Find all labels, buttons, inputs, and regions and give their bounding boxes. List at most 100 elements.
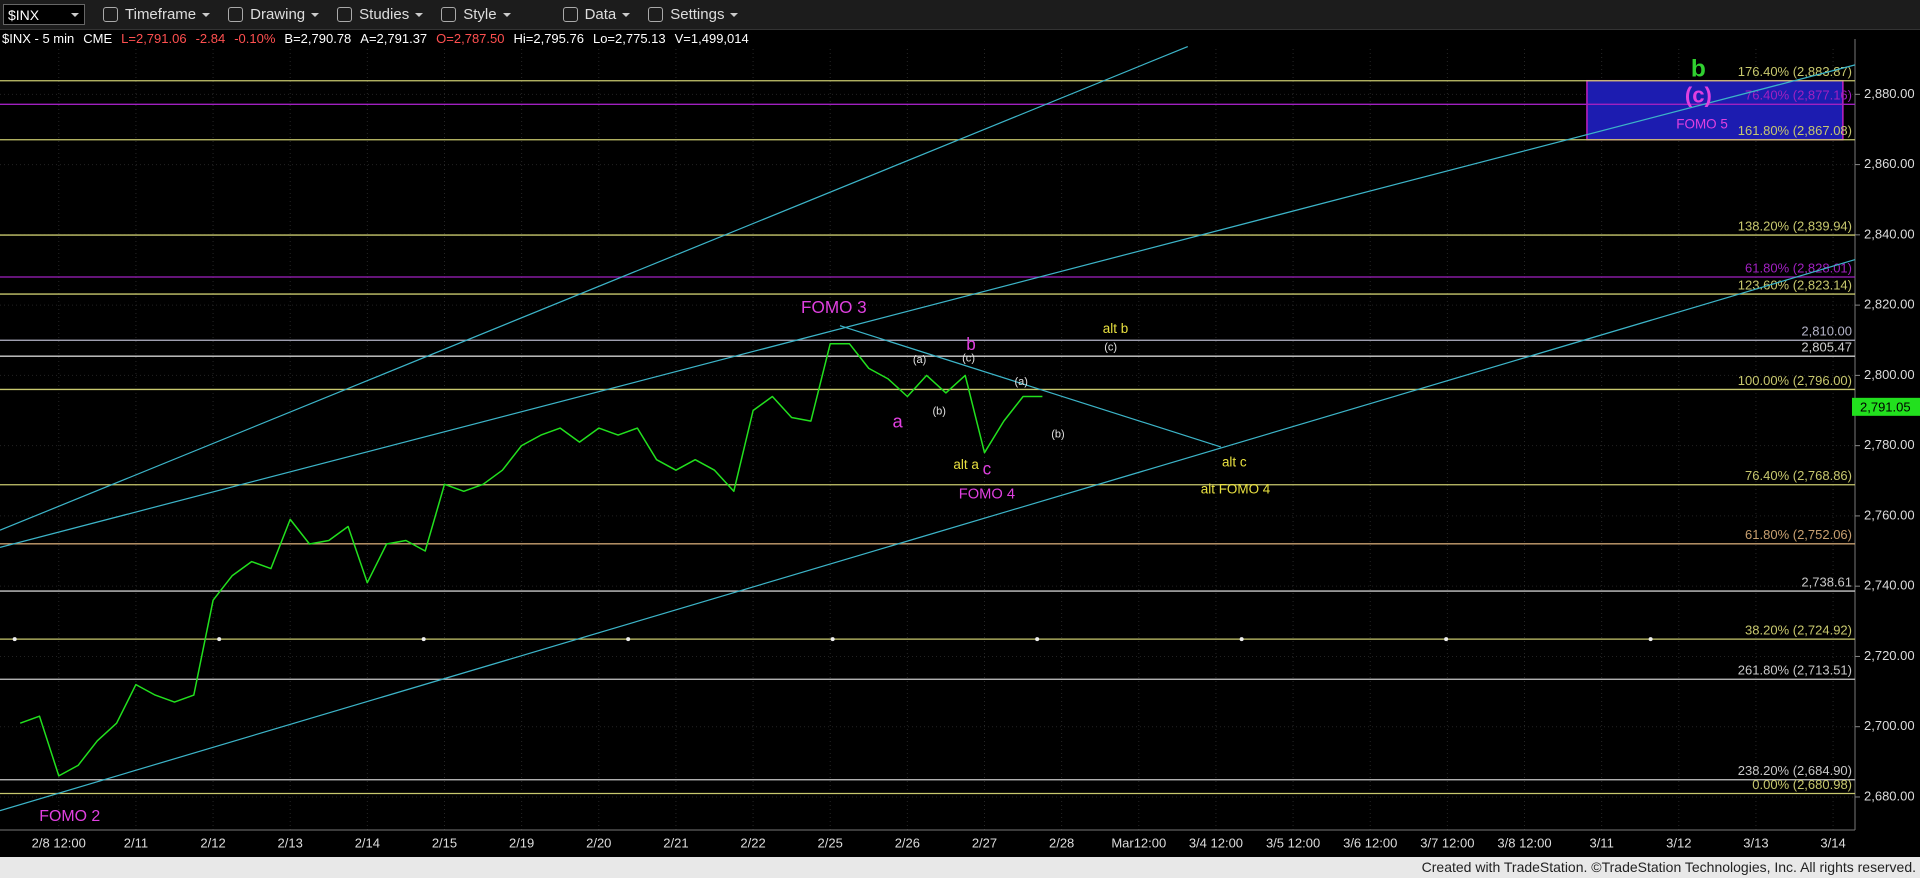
wave-label: alt FOMO 4	[1201, 481, 1271, 496]
level-label: 2,805.47	[1801, 340, 1852, 355]
channel-line	[0, 259, 1856, 812]
x-tick-label: Mar12:00	[1111, 835, 1166, 850]
menu-style[interactable]: Style	[441, 6, 511, 23]
quote-change: -2.84	[195, 31, 226, 46]
menu-settings[interactable]: Settings	[648, 6, 739, 23]
quote-volume: V=1,499,014	[674, 31, 749, 46]
wave-label: a	[892, 410, 903, 431]
last-price-box	[1852, 397, 1920, 416]
y-tick-label: 2,880.00	[1864, 86, 1915, 101]
wave-label: FOMO 2	[39, 808, 100, 825]
toolbar: $INX Timeframe Drawing Studies Style Dat…	[0, 0, 1920, 30]
y-tick-label: 2,800.00	[1864, 367, 1915, 382]
y-tick-label: 2,820.00	[1864, 297, 1915, 312]
wave-label: (a)	[1014, 376, 1027, 388]
x-tick-label: 3/5 12:00	[1266, 835, 1320, 850]
wave-label: FOMO 4	[959, 487, 1015, 503]
x-tick-label: 3/7 12:00	[1420, 835, 1474, 850]
target-zone	[1586, 79, 1844, 141]
wave-label: (c)	[1685, 83, 1712, 108]
x-tick-label: 2/22	[740, 835, 765, 850]
wave-label: (b)	[932, 405, 945, 417]
wave-label: b	[966, 334, 976, 354]
level-label: 61.80% (2,828.01)	[1745, 260, 1852, 275]
footer: Created with TradeStation. ©TradeStation…	[0, 857, 1920, 878]
x-tick-label: 3/13	[1743, 835, 1768, 850]
levels: 176.40% (2,883.87) 76.40% (2,877.16) 161.8…	[0, 64, 1855, 795]
level-dot	[12, 637, 17, 642]
level-label: 61.80% (2,752.06)	[1745, 527, 1852, 542]
x-tick-label: 2/28	[1049, 835, 1074, 850]
x-tick-label: 3/4 12:00	[1189, 835, 1243, 850]
price-line	[19, 343, 1043, 777]
x-tick-label: 2/14	[355, 835, 380, 850]
wave-label: FOMO 5	[1676, 116, 1728, 131]
x-tick-label: 2/13	[278, 835, 303, 850]
level-dot	[1239, 637, 1244, 642]
wave-label: c	[983, 459, 992, 479]
channel-line	[0, 64, 1856, 548]
last-price-label: 2,791.05	[1860, 399, 1911, 414]
menu-drawing[interactable]: Drawing	[228, 6, 320, 23]
level-label: 2,810.00	[1801, 324, 1852, 339]
wave-label: (a)	[913, 354, 926, 366]
trend-line	[839, 325, 1222, 448]
menu-data[interactable]: Data	[562, 6, 631, 23]
level-label: 76.40% (2,768.86)	[1745, 468, 1852, 483]
wave-label: alt a	[953, 457, 979, 472]
x-tick-label: 2/21	[663, 835, 688, 850]
x-tick-label: 2/20	[586, 835, 611, 850]
level-dot	[1648, 637, 1653, 642]
wave-label: FOMO 3	[801, 297, 867, 317]
quote-high: Hi=2,795.76	[513, 31, 584, 46]
x-tick-label: 2/8 12:00	[32, 835, 86, 850]
level-dot	[626, 637, 631, 642]
chart: 2,680.00 2,700.00 2,720.00 2,740.00 2,760.00…	[0, 39, 1920, 850]
x-tick-label: 3/12	[1666, 835, 1691, 850]
level-dot	[1444, 637, 1449, 642]
channel-lines	[0, 45, 1856, 812]
symbol-box[interactable]: $INX	[3, 4, 85, 25]
grid: 2,680.00 2,700.00 2,720.00 2,740.00 2,760.00…	[0, 39, 1915, 850]
x-tick-label: 3/6 12:00	[1343, 835, 1397, 850]
level-label: 238.20% (2,684.90)	[1738, 763, 1852, 778]
x-tick-label: 2/26	[895, 835, 920, 850]
marks: 2,791.05 FOMO 2 FOMO 3 a b c FOMO 4 (a) (b) (c) (a…	[19, 55, 1920, 825]
wave-label: (c)	[1104, 342, 1117, 354]
y-tick-label: 2,780.00	[1864, 437, 1915, 452]
wave-label: (b)	[1051, 429, 1064, 441]
quote-low: Lo=2,775.13	[592, 31, 666, 46]
level-label: 261.80% (2,713.51)	[1738, 663, 1852, 678]
level-label: 76.40% (2,877.16)	[1745, 88, 1852, 103]
level-label: 176.40% (2,883.87)	[1738, 64, 1852, 79]
quote-change-pct: -0.10%	[234, 31, 276, 46]
x-tick-label: 2/15	[432, 835, 457, 850]
x-tick-label: 2/11	[124, 835, 148, 850]
quote-symbol: $INX - 5 min	[2, 31, 75, 46]
x-tick-label: 2/27	[972, 835, 997, 850]
level-dot	[217, 637, 222, 642]
quote-last: L=2,791.06	[121, 31, 187, 46]
y-tick-label: 2,720.00	[1864, 648, 1915, 663]
level-label: 100.00% (2,796.00)	[1738, 373, 1852, 388]
wave-label: alt c	[1222, 454, 1247, 469]
level-label: 161.80% (2,867.08)	[1738, 123, 1852, 138]
y-tick-label: 2,840.00	[1864, 226, 1915, 241]
level-dot	[421, 637, 426, 642]
quote-line: $INX - 5 min CME L=2,791.06 -2.84 -0.10% B=2,…	[2, 31, 758, 46]
y-tick-label: 2,860.00	[1864, 156, 1915, 171]
quote-bid: B=2,790.78	[284, 31, 352, 46]
menu-timeframe[interactable]: Timeframe	[103, 6, 211, 23]
wave-label: (c)	[962, 353, 975, 365]
level-label: 2,738.61	[1801, 575, 1852, 590]
level-dot	[1035, 637, 1040, 642]
level-label: 123.60% (2,823.14)	[1738, 278, 1852, 293]
level-label: 138.20% (2,839.94)	[1738, 219, 1852, 234]
x-tick-label: 3/8 12:00	[1497, 835, 1551, 850]
level-dot	[830, 637, 835, 642]
level-label: 38.20% (2,724.92)	[1745, 623, 1852, 638]
wave-label: alt b	[1103, 321, 1128, 336]
menu-studies[interactable]: Studies	[337, 6, 424, 23]
y-tick-label: 2,680.00	[1864, 788, 1915, 803]
